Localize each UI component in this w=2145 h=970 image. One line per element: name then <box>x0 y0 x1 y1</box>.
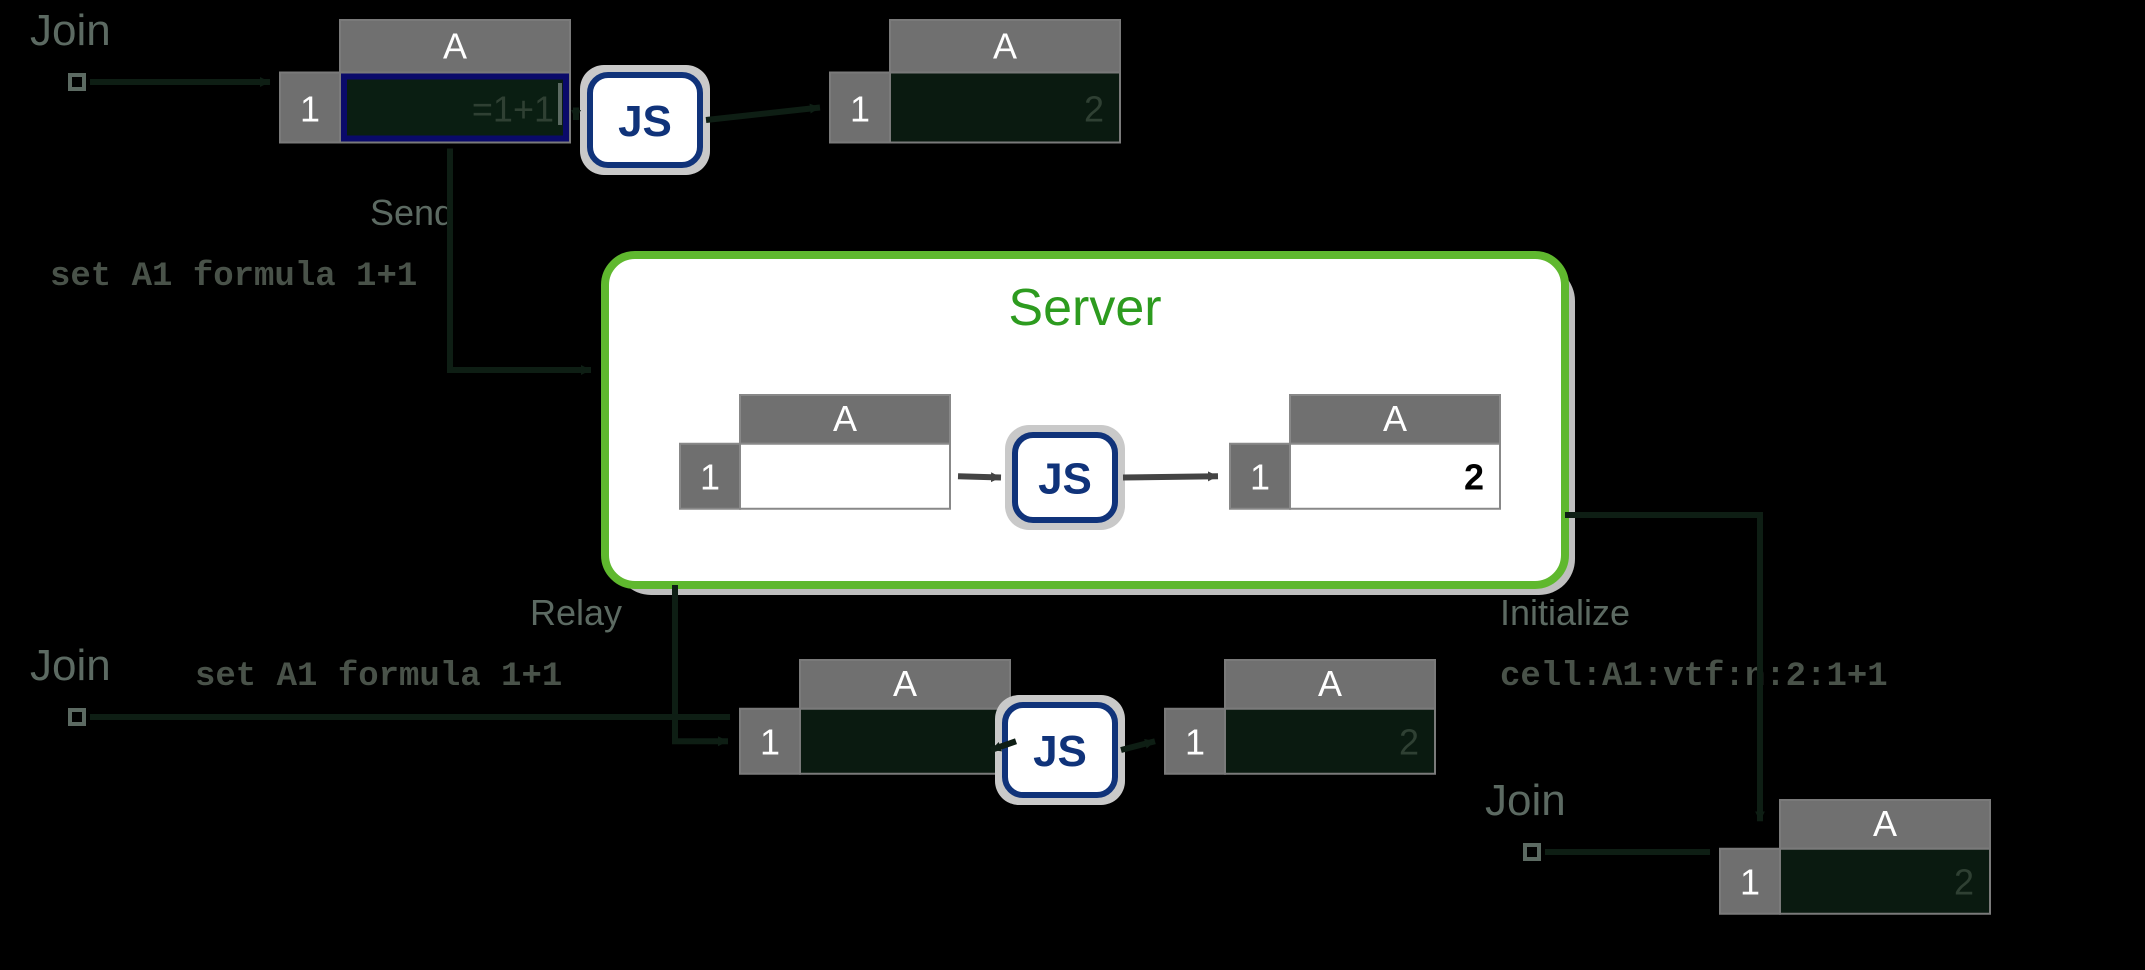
relay-grid-empty-cell <box>800 709 1010 774</box>
relay-label: Relay <box>530 592 622 633</box>
initialize-code: cell:A1:vtf:n:2:1+1 <box>1500 658 1888 696</box>
server-grid-1-cell <box>740 444 950 509</box>
arrow-server-2 <box>1123 476 1218 477</box>
send-label: Send <box>370 192 454 233</box>
join-3-label: Join <box>1485 776 1566 825</box>
server-grid-1-row-label: 1 <box>700 456 720 497</box>
js-2: JS <box>995 695 1125 805</box>
join-2-label: Join <box>30 641 111 690</box>
js-1-label: JS <box>618 97 672 146</box>
grid-input-col-label: A <box>443 26 467 67</box>
server-grid-1-col-label: A <box>833 398 857 439</box>
join-1-label: Join <box>30 6 111 55</box>
relay-code: set A1 formula 1+1 <box>195 658 562 696</box>
init-grid-result-col-label: A <box>1873 803 1897 844</box>
relay-grid-result-row-label: 1 <box>1185 721 1205 762</box>
grid-input-cursor <box>558 83 562 125</box>
relay-grid-result-col-label: A <box>1318 663 1342 704</box>
js-2-label: JS <box>1033 727 1087 776</box>
server-js-label: JS <box>1038 455 1092 504</box>
grid-result-1-value: 2 <box>1084 89 1104 130</box>
relay-grid-result-value: 2 <box>1399 721 1419 762</box>
send-code: set A1 formula 1+1 <box>50 258 417 296</box>
init-grid-result-value: 2 <box>1954 861 1974 902</box>
relay-grid-empty-row-label: 1 <box>760 721 780 762</box>
server-grid-2-col-label: A <box>1383 398 1407 439</box>
grid-input-row-label: 1 <box>300 89 320 130</box>
initialize-label: Initialize <box>1500 592 1630 633</box>
grid-result-1-row-label: 1 <box>850 89 870 130</box>
grid-input-value: =1+1 <box>472 89 554 130</box>
server-grid-2-row-label: 1 <box>1250 456 1270 497</box>
server-grid-2-value: 2 <box>1464 456 1484 497</box>
server-js: JS <box>1005 425 1125 530</box>
server-title: Server <box>1008 279 1161 337</box>
js-1: JS <box>580 65 710 175</box>
relay-grid-empty-col-label: A <box>893 663 917 704</box>
init-grid-result-row-label: 1 <box>1740 861 1760 902</box>
arrow-server-1 <box>958 476 1001 477</box>
grid-result-1-col-label: A <box>993 26 1017 67</box>
